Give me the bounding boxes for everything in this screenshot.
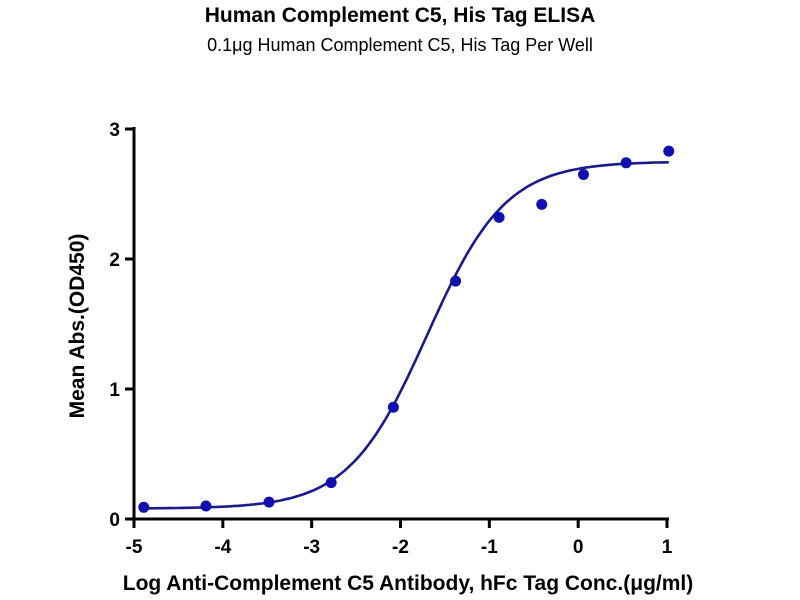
data-point [387,401,399,413]
x-tick-label: -5 [126,537,143,558]
data-point [493,211,505,223]
fit-curve [143,160,669,510]
y-tick-label: 1 [109,380,120,401]
data-point [263,496,275,508]
data-point [200,500,212,512]
data-point [620,157,632,169]
x-tick-label: 0 [573,537,584,558]
data-point [138,501,150,513]
y-tick-label: 0 [109,510,120,531]
x-tick-label: -2 [392,537,409,558]
y-axis-label: Mean Abs.(OD450) [66,234,89,419]
x-tick-label: -4 [214,537,231,558]
data-point [577,169,589,180]
y-tick-label: 2 [109,250,120,271]
data-point [450,275,462,287]
y-tick-label: 3 [109,120,120,141]
data-point [536,198,548,210]
chart-title: Human Complement C5, His Tag ELISA [204,4,596,27]
x-tick-label: -1 [481,537,498,558]
data-point [325,477,337,489]
x-tick-label: -3 [303,537,320,558]
x-tick-label: 1 [662,537,673,558]
chart-subtitle: 0.1μg Human Complement C5, His Tag Per W… [207,35,593,55]
data-point [663,145,675,157]
x-axis-label: Log Anti-Complement C5 Antibody, hFc Tag… [123,572,693,595]
